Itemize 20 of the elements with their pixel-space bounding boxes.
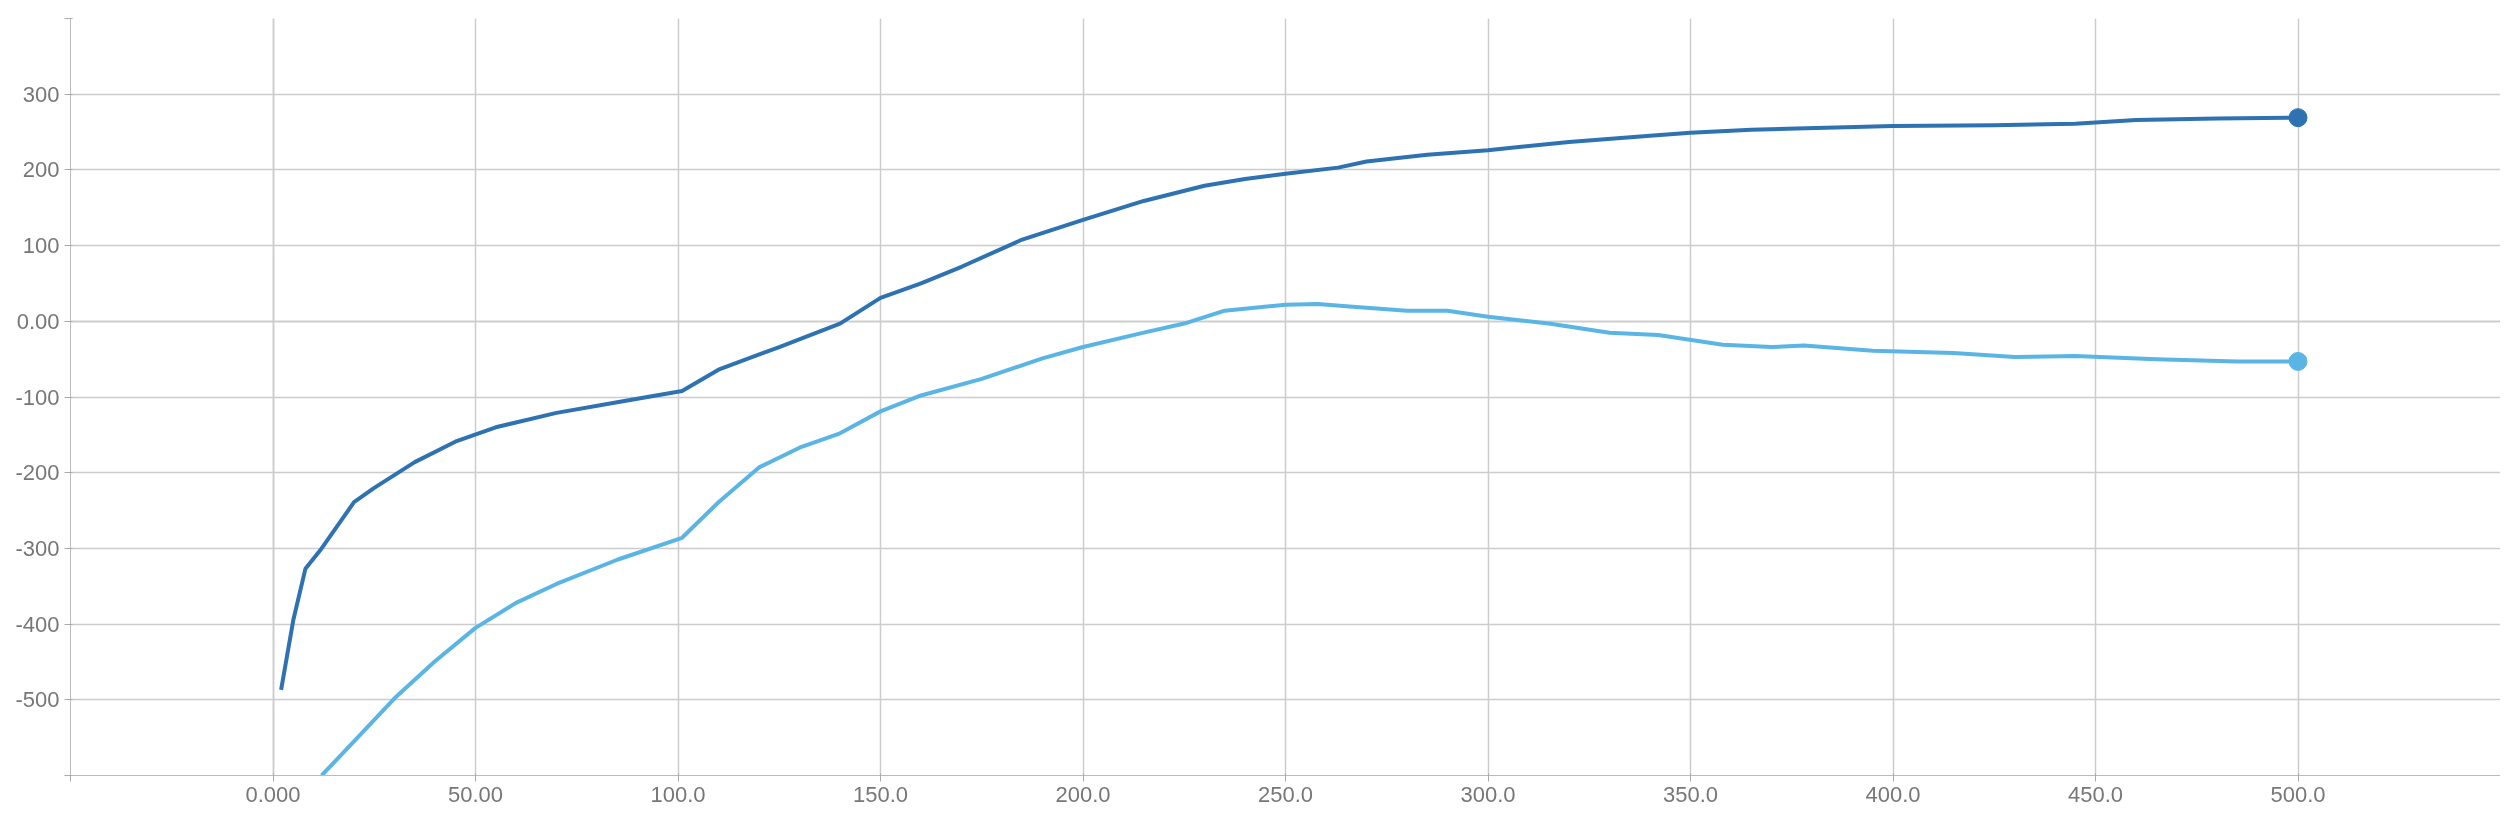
x-tick-label: 300.0 — [1460, 781, 1516, 807]
y-tick-label: -500 — [15, 687, 60, 713]
x-tick-label: 350.0 — [1662, 781, 1719, 807]
x-tick-label: 400.0 — [1865, 781, 1921, 807]
y-tick-label: 100 — [22, 233, 60, 259]
y-tick-label: 200 — [22, 157, 60, 183]
x-tick-label: 0.000 — [245, 781, 301, 807]
x-tick-label: 500.0 — [2270, 781, 2326, 807]
y-tick-label: -300 — [15, 535, 60, 561]
x-tick-label: 450.0 — [2067, 781, 2124, 807]
x-tick-label: 250.0 — [1257, 781, 1314, 807]
y-tick-label: -400 — [15, 611, 60, 637]
x-tick-label: 150.0 — [852, 781, 909, 807]
y-tick-label: 300 — [22, 81, 60, 107]
y-tick-label: -100 — [15, 384, 60, 410]
x-tick-label: 50.00 — [447, 781, 504, 807]
y-tick-label: 0.00 — [16, 308, 60, 334]
x-tick-label: 200.0 — [1055, 781, 1111, 807]
y-tick-label: -200 — [15, 460, 60, 486]
x-tick-label: 100.0 — [650, 781, 706, 807]
